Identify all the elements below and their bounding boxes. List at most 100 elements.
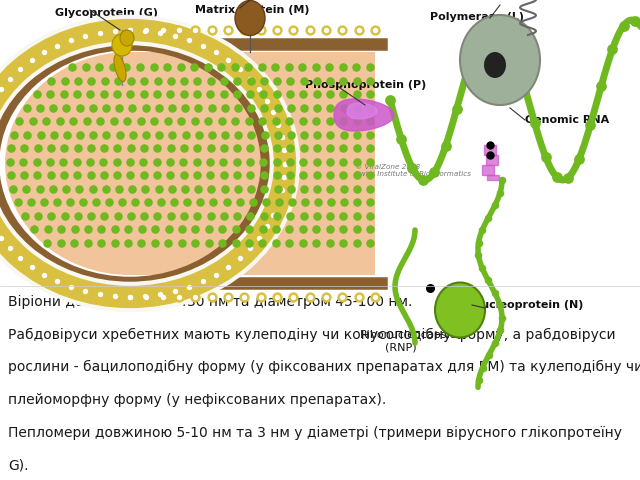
Point [166,185,177,192]
Polygon shape [334,99,394,131]
Point [279,146,289,154]
Point [65,36,76,44]
Point [326,199,336,206]
Point [156,199,166,206]
Point [136,239,147,247]
Point [140,292,150,300]
Point [220,185,230,192]
Point [176,117,186,125]
Point [191,158,202,166]
Point [245,158,255,166]
Point [207,293,217,301]
Point [370,293,380,301]
Point [205,171,216,179]
Point [177,226,187,233]
Point [239,26,250,34]
Point [223,26,233,34]
Point [179,212,189,220]
Point [184,283,195,291]
Point [192,90,202,98]
Point [365,226,375,233]
Point [101,131,111,139]
Point [192,144,202,152]
Point [277,133,287,141]
Point [351,144,362,152]
Point [109,27,120,35]
Point [198,42,208,49]
Point [273,131,283,139]
Point [88,131,99,139]
Ellipse shape [5,52,255,275]
Point [174,26,184,34]
Point [205,90,216,98]
Point [207,104,217,111]
Point [95,29,105,36]
Point [272,293,282,301]
Point [22,131,33,139]
Point [109,292,120,300]
Point [463,65,473,73]
Point [61,104,72,111]
Point [81,63,91,71]
Point [429,168,440,176]
Point [272,212,282,220]
Point [232,77,243,84]
Point [72,158,82,166]
Point [26,263,36,271]
Text: Пепломери довжиною 5-10 нм та 3 нм у діаметрі (тримери вірусного глікопротеїну: Пепломери довжиною 5-10 нм та 3 нм у діа… [8,426,622,440]
Point [223,26,233,34]
Point [136,226,147,233]
Point [52,42,62,49]
Point [169,199,179,206]
Point [311,63,321,71]
Point [259,90,269,98]
Point [69,226,79,233]
Text: Genomic RNA: Genomic RNA [525,115,609,125]
Point [312,144,322,152]
Ellipse shape [114,54,126,82]
Point [245,171,255,179]
Point [287,199,297,206]
Point [272,26,282,34]
Point [113,212,123,220]
Point [180,104,190,111]
Point [312,185,323,192]
Text: Phosphoprotein (P): Phosphoprotein (P) [305,80,426,90]
Point [321,26,331,34]
Point [298,239,308,247]
Point [339,131,349,139]
Point [155,29,165,36]
Point [88,104,98,111]
Point [193,185,204,192]
Point [298,77,308,84]
Point [192,171,202,179]
Point [165,90,175,98]
Point [351,226,362,233]
Point [223,263,234,271]
Text: Matrix protein (M): Matrix protein (M) [195,5,310,15]
Point [125,26,135,34]
Point [195,199,205,206]
Point [279,146,289,154]
Point [483,214,493,221]
Point [574,155,584,163]
Point [407,164,417,172]
Point [125,90,136,98]
Point [474,376,484,384]
Point [246,104,257,111]
Point [255,293,266,301]
Point [113,77,123,84]
Point [272,171,282,179]
Point [220,104,230,111]
Point [244,75,255,83]
Point [277,186,287,193]
Point [234,254,244,262]
Point [204,226,214,233]
Point [284,63,294,71]
Point [190,293,200,301]
Point [193,131,204,139]
Point [175,63,186,71]
Point [75,131,85,139]
Point [312,171,322,179]
Point [13,199,23,206]
